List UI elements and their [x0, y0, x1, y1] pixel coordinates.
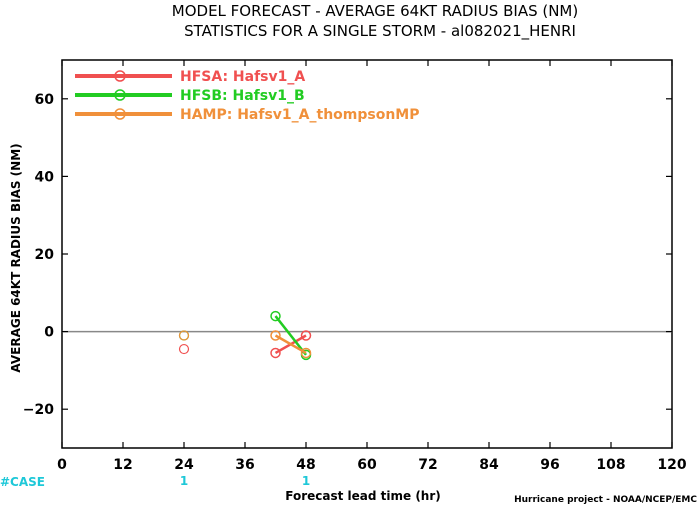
legend: HFSA: Hafsv1_A HFSB: Hafsv1_B HAMP: Hafsv1…: [75, 69, 420, 123]
credit-text: Hurricane project - NOAA/NCEP/EMC: [514, 495, 697, 505]
series-line: [274, 334, 307, 355]
x-tick-label: 72: [418, 457, 437, 473]
y-tick-label: 40: [35, 169, 55, 185]
legend-marker: [114, 70, 126, 82]
x-tick-label: 84: [479, 457, 499, 473]
y-axis-label: AVERAGE 64KT RADIUS BIAS (NM): [9, 143, 23, 372]
case-count: 1: [180, 474, 188, 488]
data-point: [270, 310, 281, 322]
case-counts: #CASE 1 1: [0, 474, 310, 489]
legend-label: HAMP: Hafsv1_A_thompsonMP: [180, 107, 420, 123]
y-axis-ticks: −20 0 20 40 60: [23, 92, 672, 418]
data-point: [300, 347, 312, 359]
x-tick-label: 24: [174, 457, 194, 473]
series-line: [274, 315, 307, 356]
legend-entry: HFSA: Hafsv1_A: [75, 69, 305, 85]
chart-subtitle: STATISTICS FOR A SINGLE STORM - al082021…: [184, 22, 576, 41]
legend-entry: HAMP: Hafsv1_A_thompsonMP: [75, 107, 420, 123]
x-tick-label: 120: [657, 457, 686, 473]
legend-marker: [114, 108, 126, 120]
x-tick-label: 96: [540, 457, 559, 473]
series-1: [178, 310, 312, 361]
x-tick-label: 12: [113, 457, 132, 473]
y-tick-label: −20: [23, 402, 54, 418]
y-tick-label: 60: [35, 92, 55, 108]
case-label: #CASE: [0, 475, 45, 489]
data-point: [270, 330, 281, 341]
case-count: 1: [302, 474, 310, 488]
data-point: [178, 343, 190, 355]
data-point: [300, 330, 312, 341]
x-tick-label: 48: [296, 457, 315, 473]
legend-marker: [114, 89, 126, 101]
x-tick-label: 0: [57, 457, 67, 473]
legend-label: HFSB: Hafsv1_B: [180, 88, 305, 104]
y-tick-label: 0: [44, 325, 54, 341]
legend-label: HFSA: Hafsv1_A: [180, 69, 305, 85]
data-point: [178, 330, 190, 341]
series-2: [178, 330, 312, 359]
series-layer: [178, 310, 312, 361]
data-point: [270, 347, 281, 359]
x-axis-ticks: 0 12 24 36 48 60 72 84 96 108 120: [57, 60, 687, 473]
y-tick-label: 20: [35, 247, 55, 263]
x-tick-label: 108: [596, 457, 625, 473]
chart-title: MODEL FORECAST - AVERAGE 64KT RADIUS BIA…: [172, 2, 578, 20]
x-tick-label: 60: [357, 457, 377, 473]
x-tick-label: 36: [235, 457, 254, 473]
legend-entry: HFSB: Hafsv1_B: [75, 88, 305, 104]
x-axis-label: Forecast lead time (hr): [285, 489, 441, 503]
